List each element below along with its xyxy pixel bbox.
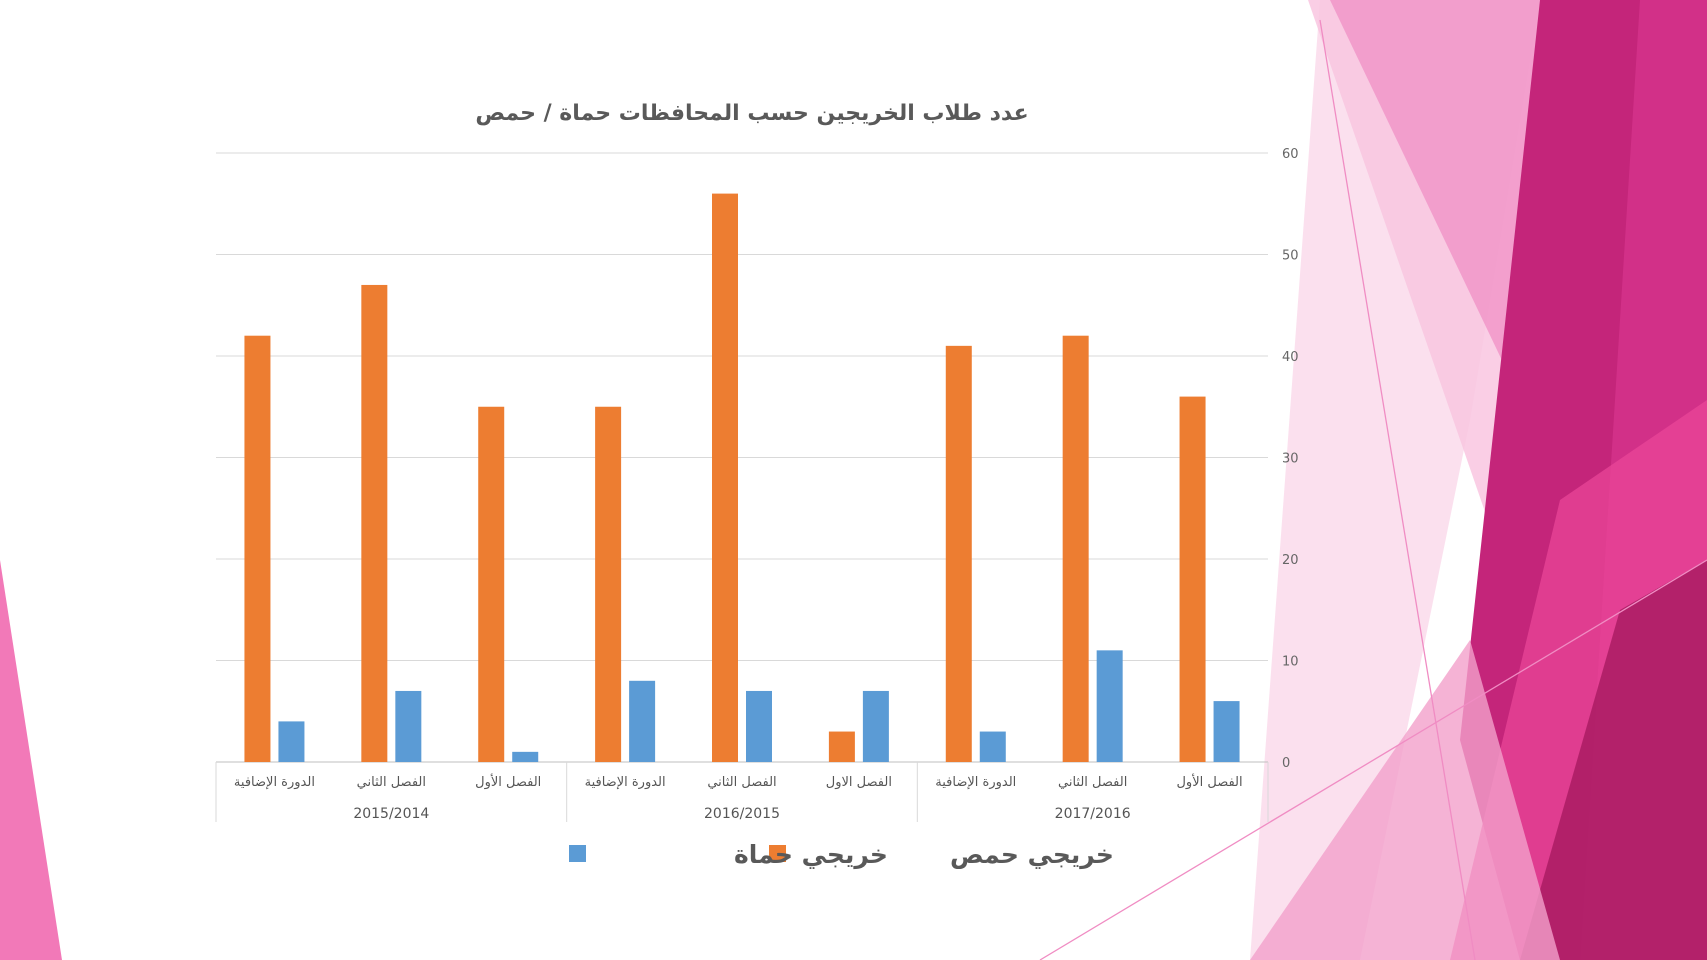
bars: [244, 193, 1240, 763]
bar-hama: [395, 690, 422, 762]
bar-hama: [629, 680, 656, 762]
y-tick-label: 60: [1282, 147, 1299, 162]
x-category-label: الدورة الإضافية: [234, 775, 315, 790]
y-tick-label: 10: [1282, 655, 1299, 670]
x-category-label: الدورة الإضافية: [935, 775, 1016, 790]
bar-hama: [278, 721, 305, 762]
x-group-label: 2015/2014: [353, 806, 429, 822]
legend: خريجي حمص خريجي حماة: [569, 840, 1114, 870]
y-tick-label: 30: [1282, 452, 1299, 467]
bar-hama: [746, 690, 772, 762]
chart-title: عدد طلاب الخريجين حسب المحافظات حماة / ح…: [475, 101, 1028, 126]
y-tick-label: 0: [1282, 756, 1290, 771]
x-category-label: الفصل الأول: [1176, 773, 1242, 790]
bar-homs: [1062, 335, 1089, 762]
x-category-label: الفصل الثاني: [707, 775, 776, 790]
bar-homs: [478, 406, 505, 762]
y-tick-label: 40: [1282, 350, 1299, 365]
bar-hama: [1096, 650, 1123, 762]
x-category-label: الفصل الاول: [826, 775, 892, 790]
legend-label-homs: خريجي حمص: [950, 840, 1114, 870]
bar-homs: [1179, 396, 1206, 762]
bar-hama: [512, 751, 539, 762]
gridlines: [216, 152, 1268, 763]
y-axis-ticks: 0 10 20 30 40 50 60: [1282, 147, 1299, 771]
x-category-label: الدورة الإضافية: [585, 775, 666, 790]
y-tick-label: 20: [1282, 553, 1299, 568]
x-axis-labels: الفصل الأول الفصل الثاني الدورة الإضافية ال…: [215, 762, 1269, 822]
y-tick-label: 50: [1282, 249, 1299, 264]
bar-homs: [361, 284, 388, 762]
legend-swatch-homs: [769, 845, 786, 862]
x-group-label: 2017/2016: [1055, 806, 1131, 822]
bar-homs: [595, 406, 622, 762]
x-category-label: الفصل الأول: [475, 773, 541, 790]
x-group-label: 2016/2015: [704, 806, 780, 822]
legend-label-hama: خريجي حماة: [734, 840, 888, 870]
x-category-label: الفصل الثاني: [1058, 775, 1127, 790]
legend-swatch-hama: [569, 845, 586, 862]
bar-hama: [1213, 701, 1240, 762]
x-category-label: الفصل الثاني: [357, 775, 426, 790]
bar-homs: [244, 335, 271, 762]
bar-homs: [945, 345, 972, 762]
bar-homs: [712, 193, 738, 763]
bar-homs: [828, 731, 855, 762]
bar-hama: [862, 690, 889, 762]
bar-hama: [979, 731, 1006, 762]
